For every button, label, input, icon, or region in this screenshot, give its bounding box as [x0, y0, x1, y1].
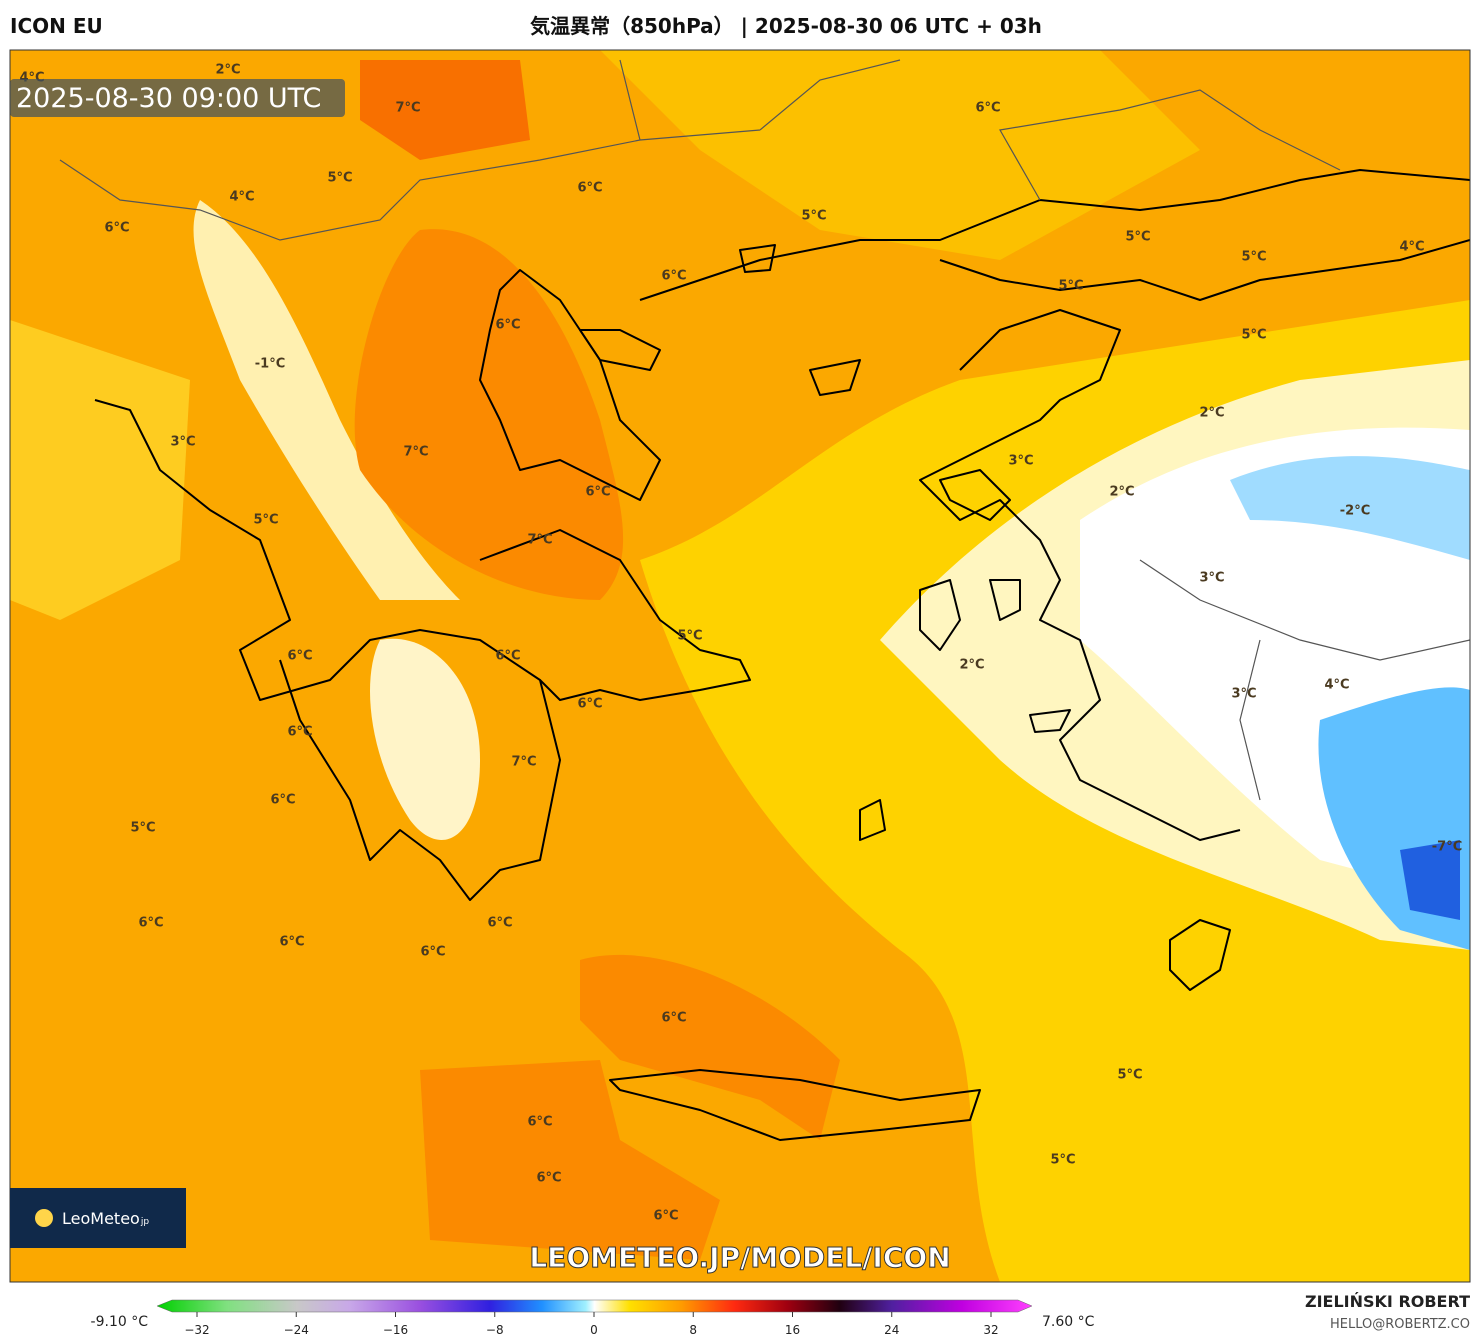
credit-name: ZIELIŃSKI ROBERT: [1305, 1292, 1470, 1311]
credit-email: HELLO@ROBERTZ.CO: [1330, 1317, 1470, 1332]
pale-zone: [193, 200, 460, 600]
coastline: [94, 399, 561, 901]
temperature-label: 5°C: [1125, 230, 1150, 245]
colorbar-tick-label: 24: [884, 1323, 899, 1337]
yellow-zone: [600, 50, 1200, 260]
yellow-zone: [10, 320, 190, 620]
temperature-label: 6°C: [495, 318, 520, 333]
logo-text: LeoMeteojp: [62, 1209, 149, 1228]
temperature-label: 5°C: [1058, 279, 1083, 294]
temperature-label: 6°C: [104, 221, 129, 236]
map-frame: [9, 49, 1471, 1283]
temperature-label: 2°C: [215, 63, 240, 78]
colorbar-tick-label: −32: [184, 1323, 209, 1337]
rhodes: [1169, 919, 1231, 991]
colorbar-tick-label: 0: [590, 1323, 598, 1337]
temperature-label: 6°C: [279, 935, 304, 950]
timestamp-box: [10, 79, 345, 117]
logo-sun: [35, 1209, 53, 1227]
colorbar-tick-label: 8: [689, 1323, 697, 1337]
temperature-label: 5°C: [677, 629, 702, 644]
temperature-label: 5°C: [801, 209, 826, 224]
temperature-label: 6°C: [975, 101, 1000, 116]
warm-zone: [420, 1060, 720, 1260]
temperature-label: 6°C: [577, 181, 602, 196]
colorbar-tick-label: 32: [983, 1323, 998, 1337]
warm-zone: [354, 229, 624, 600]
temperature-label: 6°C: [653, 1209, 678, 1224]
colorbar-tick-label: 16: [785, 1323, 800, 1337]
temperature-label: 7°C: [527, 533, 552, 548]
temperature-label: 6°C: [138, 916, 163, 931]
pale-zone: [370, 638, 480, 840]
coastline: [919, 309, 1241, 841]
temperature-label: 7°C: [395, 101, 420, 116]
temperature-label: 6°C: [577, 697, 602, 712]
temperature-label: 5°C: [1241, 328, 1266, 343]
temperature-label: 6°C: [487, 916, 512, 931]
temperature-label: 5°C: [253, 513, 278, 528]
warm-zone: [360, 60, 530, 160]
watermark: LEOMETEO.JP/MODEL/ICON: [529, 1241, 950, 1274]
temperature-label: 6°C: [495, 649, 520, 664]
temperature-label: 6°C: [661, 269, 686, 284]
temperature-label: 6°C: [287, 725, 312, 740]
temperature-label: -2°C: [1340, 504, 1370, 519]
temperature-label: -7°C: [1432, 840, 1462, 855]
temperature-label: 7°C: [403, 445, 428, 460]
colorbar: [156, 1299, 1033, 1313]
temperature-label: 3°C: [1231, 687, 1256, 702]
temperature-label: 5°C: [327, 171, 352, 186]
islands: [579, 244, 1071, 841]
timestamp: 2025-08-30 09:00 UTC: [16, 83, 321, 114]
temperature-label: 5°C: [1050, 1153, 1075, 1168]
temperature-label: 6°C: [420, 945, 445, 960]
model-name: ICON EU: [10, 14, 103, 38]
colorbar-tick-label: −16: [383, 1323, 408, 1337]
temperature-label: 3°C: [1199, 571, 1224, 586]
colorbar-tick-label: −24: [284, 1323, 309, 1337]
temperature-label: 4°C: [1324, 678, 1349, 693]
temperature-label: 4°C: [1399, 240, 1424, 255]
colorbar-ticks: −32 −24 −16 −8 0 8 16 24 32: [184, 1312, 999, 1337]
colorbar-min: -9.10 °C: [91, 1314, 149, 1330]
temperature-label: 5°C: [130, 821, 155, 836]
map: [10, 50, 1470, 1282]
temperature-label: 2°C: [1199, 406, 1224, 421]
crete: [609, 1069, 981, 1141]
temperature-label: 6°C: [270, 793, 295, 808]
temperature-label: 4°C: [229, 190, 254, 205]
cold-core: [1400, 840, 1460, 920]
coastline: [479, 529, 751, 701]
colorbar-max: 7.60 °C: [1042, 1314, 1095, 1330]
logo-name: LeoMeteo: [62, 1209, 140, 1228]
map-title: 気温異常（850hPa） | 2025-08-30 06 UTC + 03h: [530, 14, 1042, 38]
border: [1139, 559, 1470, 801]
logo-suffix: jp: [140, 1217, 150, 1227]
temperature-label: 7°C: [511, 755, 536, 770]
temperature-label: 6°C: [527, 1115, 552, 1130]
temperature-label: 2°C: [959, 658, 984, 673]
temperature-label: 5°C: [1241, 250, 1266, 265]
temperature-label: -1°C: [255, 357, 285, 372]
coastline: [939, 239, 1470, 301]
colorbar-tick-label: −8: [486, 1323, 504, 1337]
temperature-label: 6°C: [661, 1011, 686, 1026]
border: [59, 59, 1341, 241]
temperature-label: 6°C: [287, 649, 312, 664]
warm-zone: [580, 954, 840, 1140]
cool-zone: [1230, 456, 1470, 560]
coastline: [479, 269, 661, 501]
temperature-label: 6°C: [536, 1171, 561, 1186]
temperature-label: 3°C: [1008, 454, 1033, 469]
temperature-label: 2°C: [1109, 485, 1134, 500]
temperature-label: 3°C: [170, 435, 195, 450]
temperature-label: 5°C: [1117, 1068, 1142, 1083]
temperature-label: 6°C: [585, 485, 610, 500]
